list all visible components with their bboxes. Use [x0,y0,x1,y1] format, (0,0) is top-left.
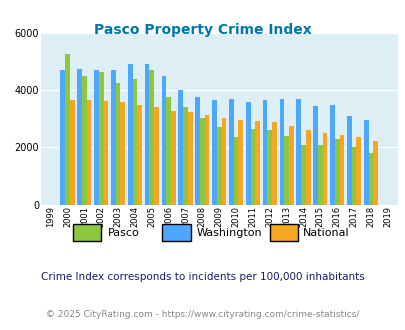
Bar [195,97,200,205]
Bar [267,130,271,205]
Bar [77,69,82,205]
Bar [171,111,175,205]
Bar [363,120,368,205]
Text: Washington: Washington [196,228,262,238]
Bar [154,107,158,205]
Text: Crime Index corresponds to incidents per 100,000 inhabitants: Crime Index corresponds to incidents per… [41,273,364,282]
Bar [305,130,310,205]
Bar [145,64,149,205]
Bar [339,135,343,205]
Bar [255,121,259,205]
Bar [228,99,233,205]
Bar [284,136,288,205]
Bar [216,127,221,205]
Bar [372,141,377,205]
Bar [82,76,87,205]
Bar [178,90,183,205]
Text: National: National [302,228,348,238]
Text: Pasco: Pasco [107,228,139,238]
Text: Pasco Property Crime Index: Pasco Property Crime Index [94,23,311,37]
Bar [120,102,125,205]
Bar [301,145,305,205]
Bar [132,79,137,205]
Bar [70,100,75,205]
Bar [87,100,91,205]
Bar [262,100,267,205]
Bar [279,99,283,205]
Bar [115,83,120,205]
Bar [200,118,204,205]
Bar [288,126,293,205]
Bar [103,101,108,205]
Bar [221,118,226,205]
Bar [94,70,99,205]
Text: © 2025 CityRating.com - https://www.cityrating.com/crime-statistics/: © 2025 CityRating.com - https://www.city… [46,310,359,319]
Bar [233,137,238,205]
Bar [60,70,65,205]
Bar [137,105,142,205]
Bar [296,99,301,205]
Bar [161,76,166,205]
Bar [271,122,276,205]
Bar [65,54,70,205]
Bar [212,100,216,205]
Bar [245,102,250,205]
Bar [99,72,103,205]
Bar [188,112,192,205]
Bar [334,139,339,205]
Bar [351,148,356,205]
Bar [183,107,188,205]
Bar [111,70,115,205]
Bar [313,106,317,205]
Bar [128,64,132,205]
Bar [250,129,255,205]
Bar [368,153,372,205]
Bar [346,116,351,205]
Bar [166,97,171,205]
Bar [322,133,326,205]
Bar [356,137,360,205]
Bar [238,120,243,205]
Bar [149,70,154,205]
Bar [317,145,322,205]
Bar [204,115,209,205]
Bar [329,105,334,205]
